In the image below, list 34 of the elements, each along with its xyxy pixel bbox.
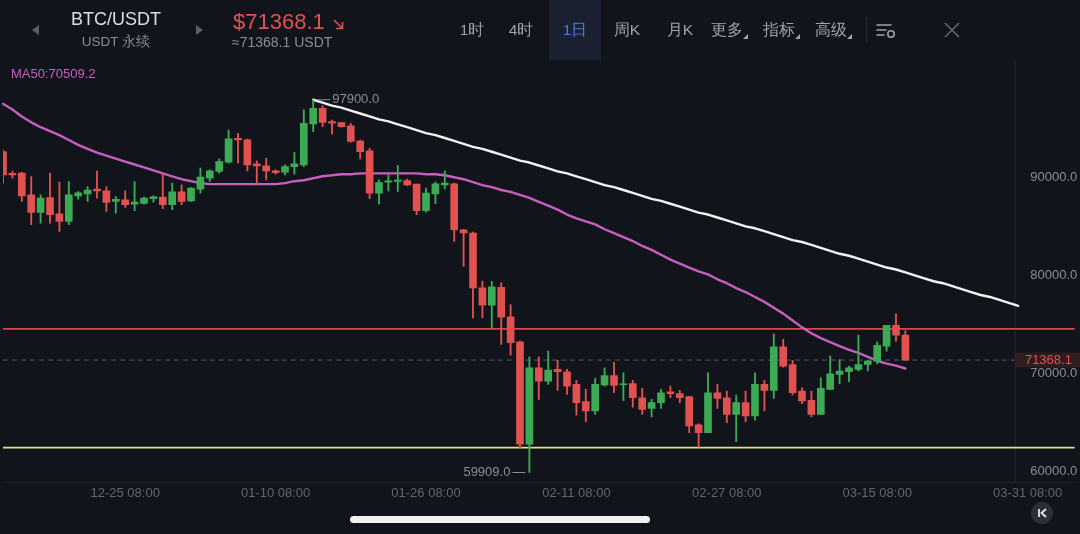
x-tick-label: 12-25 08:00	[90, 484, 160, 500]
x-tick-label: 03-31 08:00	[992, 484, 1063, 500]
y-tick-label: 80000.0	[1030, 266, 1078, 282]
x-tick-label: 01-10 08:00	[240, 484, 311, 500]
text: 1时	[458, 20, 486, 40]
text: 1日	[561, 20, 589, 40]
y-tick-label: 90000.0	[1030, 168, 1078, 184]
text: ≈71368.1 USDT	[232, 33, 333, 51]
candlestick	[619, 372, 628, 401]
chart-subtitle: USDT 永续	[80, 33, 152, 51]
y-tick-label: 60000.0	[1030, 463, 1078, 479]
ref-line-label: 71368.1	[1024, 351, 1072, 367]
x-tick-label: 02-11 08:00	[542, 484, 611, 500]
y-tick-label: 70000.0	[1030, 365, 1078, 381]
text: 4时	[507, 20, 535, 40]
chart-title: BTC/USDT	[70, 9, 162, 31]
candlestick	[835, 359, 844, 385]
candlestick	[553, 360, 562, 391]
annotation: 59909.0	[463, 464, 511, 480]
text: 高级	[814, 20, 848, 40]
candlestick	[459, 228, 468, 267]
candlestick	[252, 160, 261, 185]
x-tick-label: 02-27 08:00	[692, 484, 762, 500]
text: 周K	[612, 20, 642, 40]
candlestick	[290, 152, 299, 175]
x-tick-label: 03-15 08:00	[842, 484, 912, 500]
series-label: MA50:70509.2	[11, 66, 96, 82]
text: 月K	[665, 20, 695, 40]
text: 指标	[762, 20, 796, 40]
text: $71368.1	[233, 8, 325, 36]
annotation: 97900.0	[332, 91, 380, 107]
candlestick	[393, 165, 402, 192]
text: 更多	[710, 20, 744, 40]
x-tick-label: 01-26 08:00	[391, 484, 461, 500]
